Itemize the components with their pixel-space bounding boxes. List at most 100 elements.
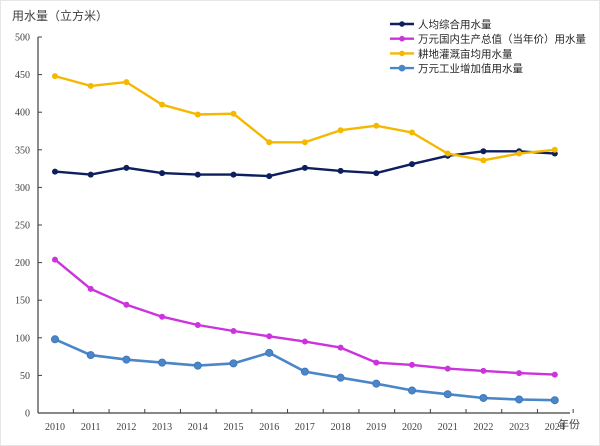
- y-tick-label: 350: [15, 145, 30, 156]
- y-tick-label: 200: [15, 258, 30, 269]
- data-point: [266, 333, 273, 340]
- data-point: [194, 322, 201, 329]
- data-point: [443, 390, 452, 399]
- y-tick-label: 400: [15, 108, 30, 119]
- data-point: [337, 167, 344, 174]
- y-tick-label: 450: [15, 70, 30, 81]
- series-0: [52, 148, 558, 180]
- data-point: [52, 168, 58, 175]
- x-tick-label: 2022: [473, 422, 493, 433]
- data-point: [516, 150, 523, 157]
- data-point: [265, 348, 274, 357]
- x-tick-label: 2014: [188, 422, 208, 433]
- x-tick-label: 2019: [366, 422, 386, 433]
- data-point: [123, 301, 130, 308]
- data-point: [51, 335, 60, 344]
- data-point: [123, 164, 130, 171]
- data-point: [337, 127, 344, 134]
- data-point: [230, 110, 237, 117]
- legend-swatch-marker: [399, 50, 405, 57]
- legend-item: 耕地灌溉亩均用水量: [390, 47, 513, 60]
- y-tick-label: 250: [15, 221, 30, 232]
- data-point: [52, 256, 58, 263]
- data-point: [230, 328, 237, 335]
- y-tick-label: 300: [15, 183, 30, 194]
- data-point: [373, 170, 380, 177]
- legend-label: 万元工业增加值用水量: [418, 62, 523, 75]
- data-point: [159, 101, 166, 108]
- data-point: [123, 79, 130, 86]
- x-tick-label: 2015: [224, 422, 244, 433]
- series-line: [54, 150, 555, 178]
- data-point: [52, 73, 58, 80]
- x-tick-label: 2013: [152, 422, 172, 433]
- x-tick-label: 2011: [81, 422, 101, 433]
- data-point: [551, 146, 558, 153]
- legend-label: 耕地灌溉亩均用水量: [418, 47, 513, 60]
- x-axis: 2010 2011 2012 2013 2014 2015 2016 2017 2018 2019…: [38, 409, 574, 433]
- x-tick-label: 2016: [259, 422, 279, 433]
- legend-swatch-marker: [398, 64, 406, 72]
- data-point: [551, 371, 558, 378]
- y-tick-label: 0: [25, 409, 30, 420]
- data-point: [444, 150, 451, 157]
- data-point: [372, 379, 381, 388]
- data-point: [516, 370, 523, 377]
- x-tick-label: 2010: [45, 422, 65, 433]
- legend-label: 人均综合用水量: [418, 18, 492, 31]
- data-point: [159, 313, 166, 320]
- x-tick-label: 2023: [509, 422, 529, 433]
- x-tick-label: 2024: [545, 422, 565, 433]
- data-point: [407, 386, 416, 395]
- y-axis: 0 50 100 150 200 250 300 350 400 450 500: [15, 33, 42, 420]
- legend-item: 万元工业增加值用水量: [390, 62, 523, 75]
- data-point: [550, 396, 559, 405]
- data-point: [194, 171, 201, 178]
- data-point: [122, 355, 131, 364]
- y-tick-label: 500: [15, 33, 30, 44]
- data-point: [373, 359, 380, 366]
- data-point: [337, 344, 344, 351]
- legend-label: 万元国内生产总值（当年价）用水量: [418, 33, 586, 46]
- data-point: [409, 129, 415, 136]
- data-point: [301, 338, 308, 345]
- data-point: [159, 170, 166, 177]
- data-point: [409, 361, 415, 368]
- data-point: [194, 111, 201, 118]
- data-point: [229, 359, 238, 368]
- legend-swatch-marker: [399, 21, 405, 27]
- data-point: [336, 373, 345, 382]
- legend-swatch-marker: [399, 35, 405, 42]
- y-tick-label: 100: [15, 333, 30, 344]
- data-point: [301, 164, 308, 171]
- y-tick-label: 50: [20, 371, 30, 382]
- data-point: [87, 285, 94, 292]
- data-point: [515, 395, 524, 404]
- data-point: [480, 157, 487, 164]
- data-point: [266, 139, 273, 146]
- series-line: [54, 74, 555, 162]
- data-point: [409, 161, 415, 168]
- data-point: [266, 173, 273, 180]
- data-point: [87, 82, 94, 89]
- x-axis-title: 年份: [558, 417, 580, 431]
- series-group: [51, 73, 559, 405]
- y-axis-title: 用水量（立方米）: [12, 8, 108, 23]
- data-point: [479, 393, 488, 402]
- data-point: [444, 365, 451, 372]
- data-point: [158, 358, 167, 367]
- y-tick-label: 150: [15, 296, 30, 307]
- data-point: [480, 367, 487, 374]
- data-point: [480, 148, 487, 155]
- legend-item: 万元国内生产总值（当年价）用水量: [390, 33, 586, 46]
- legend-item: 人均综合用水量: [390, 18, 492, 31]
- data-point: [86, 351, 95, 360]
- x-tick-label: 2017: [295, 422, 315, 433]
- series-1: [52, 256, 558, 378]
- legend: 人均综合用水量万元国内生产总值（当年价）用水量耕地灌溉亩均用水量万元工业增加值用…: [390, 18, 586, 75]
- data-point: [87, 171, 94, 178]
- data-point: [301, 139, 308, 146]
- series-2: [52, 73, 558, 164]
- data-point: [230, 171, 237, 178]
